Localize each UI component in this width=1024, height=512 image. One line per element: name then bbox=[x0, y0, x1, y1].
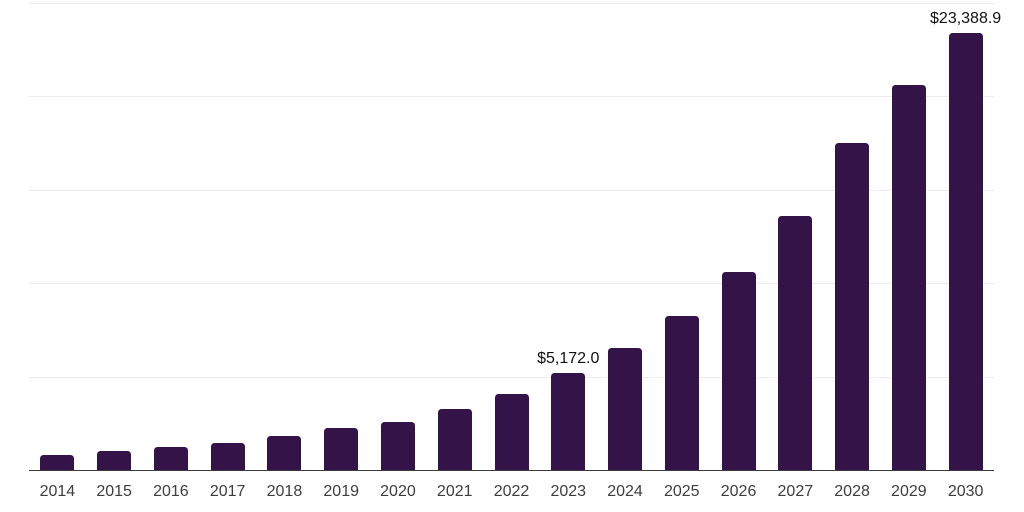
gridline-20000 bbox=[29, 96, 994, 98]
bar-2014 bbox=[40, 455, 75, 470]
bar-2024 bbox=[608, 348, 643, 470]
bar-2026 bbox=[721, 272, 756, 470]
bar-2017 bbox=[210, 442, 245, 470]
x-tick-2019: 2019 bbox=[323, 483, 359, 500]
gridline-15000 bbox=[29, 189, 994, 191]
x-tick-2026: 2026 bbox=[720, 483, 757, 500]
bar-2020 bbox=[380, 421, 415, 470]
x-tick-2030: 2030 bbox=[947, 483, 984, 500]
bar-2019 bbox=[324, 428, 359, 470]
bar-2016 bbox=[153, 447, 188, 470]
x-tick-2029: 2029 bbox=[891, 483, 927, 500]
x-tick-2025: 2025 bbox=[663, 483, 700, 500]
x-tick-2015: 2015 bbox=[96, 483, 132, 500]
x-tick-2021: 2021 bbox=[436, 483, 473, 500]
x-tick-2017: 2017 bbox=[209, 483, 246, 500]
bar-2023 bbox=[551, 373, 586, 470]
bar-2022 bbox=[494, 393, 529, 470]
x-tick-2027: 2027 bbox=[777, 483, 814, 500]
x-tick-2016: 2016 bbox=[153, 483, 189, 500]
x-tick-2024: 2024 bbox=[607, 483, 643, 500]
bar-2027 bbox=[778, 215, 813, 470]
bar-2015 bbox=[97, 450, 132, 470]
x-tick-2014: 2014 bbox=[39, 483, 76, 500]
x-tick-2020: 2020 bbox=[380, 483, 416, 500]
x-tick-2028: 2028 bbox=[834, 483, 870, 500]
x-tick-2023: 2023 bbox=[550, 483, 587, 500]
bar-2021 bbox=[437, 409, 472, 470]
bar-2029 bbox=[891, 85, 926, 470]
bar-2028 bbox=[835, 143, 870, 470]
gridline-25000 bbox=[29, 3, 994, 4]
x-tick-2018: 2018 bbox=[266, 483, 303, 500]
x-tick-2022: 2022 bbox=[493, 483, 530, 500]
data-label-2030: $23,388.9 bbox=[930, 10, 1002, 28]
gridline-5000 bbox=[29, 376, 994, 378]
x-axis-line bbox=[29, 469, 994, 471]
gridline-10000 bbox=[29, 283, 994, 285]
data-label-2023: $5,172.0 bbox=[537, 350, 600, 368]
plot-area: 2014 2015 2016 2017 2018 2019 2020 2021 2022 2023… bbox=[29, 0, 1001, 512]
bar-2018 bbox=[267, 436, 302, 470]
bar-2025 bbox=[664, 315, 699, 470]
bar-2030 bbox=[948, 33, 983, 470]
